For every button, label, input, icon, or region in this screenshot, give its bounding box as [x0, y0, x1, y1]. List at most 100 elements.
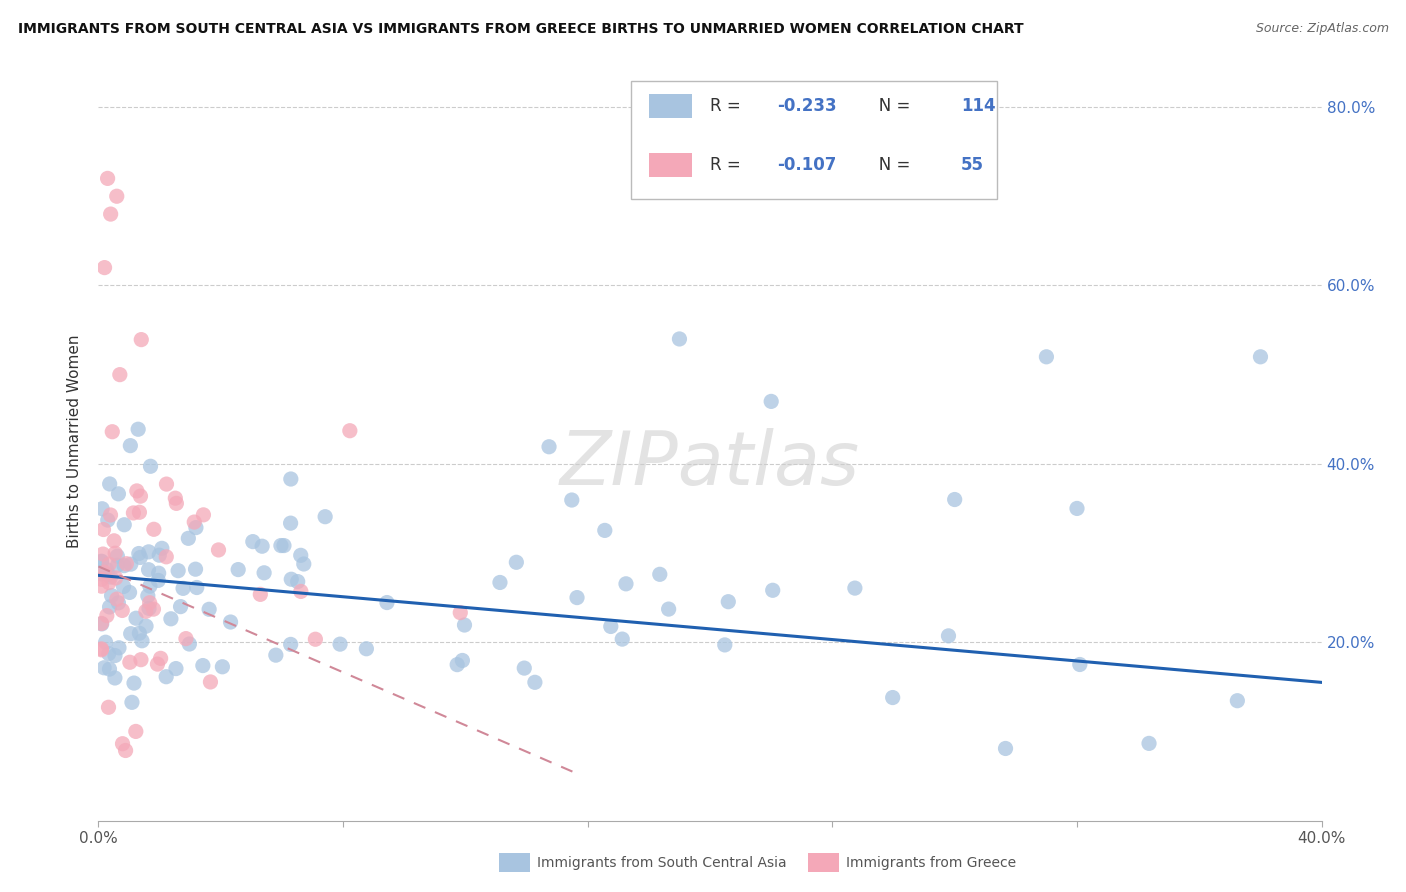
Point — [142, 522, 165, 536]
Point — [211, 660, 233, 674]
Point — [614, 577, 637, 591]
Point — [96, 608, 118, 623]
Point — [125, 611, 148, 625]
Point — [135, 604, 157, 618]
Point — [714, 638, 737, 652]
Point — [523, 675, 546, 690]
Point — [98, 662, 121, 676]
Text: 55: 55 — [960, 156, 984, 174]
Point — [314, 509, 336, 524]
Point — [150, 541, 173, 556]
Y-axis label: Births to Unmarried Women: Births to Unmarried Women — [67, 334, 83, 549]
Point — [93, 523, 115, 537]
Point — [90, 572, 112, 586]
Point — [356, 641, 378, 656]
Text: R =: R = — [710, 156, 747, 174]
Point — [599, 619, 621, 633]
Point — [759, 394, 782, 409]
Point — [96, 563, 118, 577]
Text: Immigrants from South Central Asia: Immigrants from South Central Asia — [537, 856, 787, 871]
Bar — [648, 153, 692, 177]
Point — [219, 615, 242, 629]
Point — [129, 550, 152, 565]
Point — [565, 591, 588, 605]
Point — [120, 439, 142, 453]
Point — [169, 599, 191, 614]
Point — [100, 207, 122, 221]
Point — [136, 589, 159, 603]
Point — [115, 557, 138, 571]
Point — [111, 737, 134, 751]
Point — [105, 189, 128, 203]
Point — [280, 572, 302, 586]
Point — [648, 567, 671, 582]
Point — [242, 534, 264, 549]
Point — [90, 616, 112, 631]
Point — [91, 547, 114, 561]
Point — [97, 700, 120, 714]
Point — [172, 582, 194, 596]
Point — [658, 602, 681, 616]
Text: -0.233: -0.233 — [778, 97, 837, 115]
Point — [127, 422, 149, 436]
Point — [1035, 350, 1057, 364]
Point — [226, 563, 249, 577]
Point — [290, 549, 312, 563]
Point — [561, 493, 583, 508]
Point — [93, 661, 115, 675]
Point — [207, 543, 229, 558]
Point — [97, 567, 120, 582]
Point — [105, 549, 128, 563]
Point — [1069, 657, 1091, 672]
Point — [882, 690, 904, 705]
Point — [668, 332, 690, 346]
Point — [129, 653, 152, 667]
Point — [329, 637, 352, 651]
Point — [100, 508, 122, 522]
Point — [105, 592, 128, 607]
Point — [184, 520, 207, 534]
Text: N =: N = — [863, 156, 915, 174]
Text: N =: N = — [863, 97, 915, 115]
Point — [93, 260, 115, 275]
Point — [128, 505, 150, 519]
Point — [107, 558, 129, 573]
Point — [118, 655, 141, 669]
Point — [280, 637, 302, 651]
Point — [593, 524, 616, 538]
Point — [451, 653, 474, 667]
Point — [107, 596, 129, 610]
Point — [104, 648, 127, 663]
Point — [104, 571, 127, 585]
Point — [138, 596, 160, 610]
Point — [160, 612, 183, 626]
Point — [717, 595, 740, 609]
Point — [90, 555, 112, 569]
Point — [135, 619, 157, 633]
Point — [174, 632, 197, 646]
Point — [249, 587, 271, 601]
Point — [114, 743, 136, 757]
Point — [91, 501, 114, 516]
Point — [98, 575, 121, 590]
Point — [287, 574, 309, 589]
Point — [139, 579, 162, 593]
Point — [198, 602, 221, 616]
Point — [453, 618, 475, 632]
Point — [97, 513, 120, 527]
Point — [142, 602, 165, 616]
Point — [938, 629, 960, 643]
Point — [149, 651, 172, 665]
Text: -0.107: -0.107 — [778, 156, 837, 174]
Text: 114: 114 — [960, 97, 995, 115]
Point — [250, 539, 273, 553]
Point — [100, 570, 122, 584]
Point — [131, 633, 153, 648]
Point — [129, 489, 152, 503]
Point — [104, 671, 127, 685]
Point — [513, 661, 536, 675]
Point — [489, 575, 512, 590]
Point — [107, 487, 129, 501]
Point — [101, 425, 124, 439]
Point — [270, 539, 292, 553]
